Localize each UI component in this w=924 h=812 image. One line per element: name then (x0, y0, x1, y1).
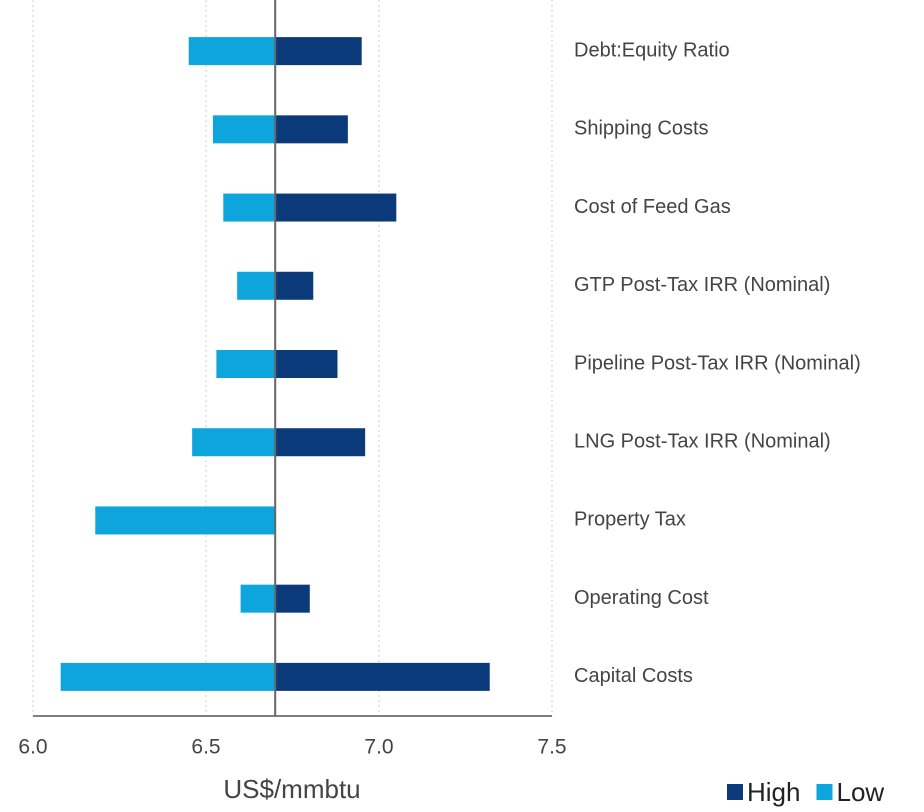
x-tick-label: 6.0 (18, 736, 47, 759)
category-label: Debt:Equity Ratio (574, 39, 730, 61)
bar (216, 350, 276, 378)
legend-label: High (747, 777, 800, 807)
bar (223, 193, 276, 222)
x-tick-label: 7.5 (537, 736, 566, 759)
bar (95, 506, 276, 535)
legend-swatch (816, 784, 833, 800)
bar (275, 193, 397, 222)
bar (188, 37, 276, 66)
x-tick-label: 7.0 (364, 736, 393, 759)
category-label: LNG Post-Tax IRR (Nominal) (574, 431, 831, 453)
x-tick-label: 6.5 (191, 736, 220, 759)
category-label: Shipping Costs (574, 118, 709, 140)
bar (275, 662, 490, 691)
category-label: GTP Post-Tax IRR (Nominal) (574, 274, 830, 296)
category-label: Capital Costs (574, 665, 693, 687)
category-label: Cost of Feed Gas (574, 196, 731, 218)
bar (212, 115, 276, 144)
bar (60, 662, 276, 691)
legend-label: Low (836, 777, 884, 807)
bar (275, 271, 314, 300)
bar (275, 37, 362, 66)
category-label: Pipeline Post-Tax IRR (Nominal) (574, 352, 861, 374)
legend-swatch (727, 784, 743, 800)
bar (275, 428, 366, 457)
x-axis-label: US$/mmbtu (223, 774, 360, 804)
bar (240, 584, 276, 613)
bar (237, 271, 276, 300)
bar (275, 115, 348, 144)
category-label: Operating Cost (574, 587, 709, 609)
bar (192, 428, 276, 457)
bar (275, 350, 338, 378)
category-label: Property Tax (574, 509, 686, 531)
bar (275, 584, 310, 613)
